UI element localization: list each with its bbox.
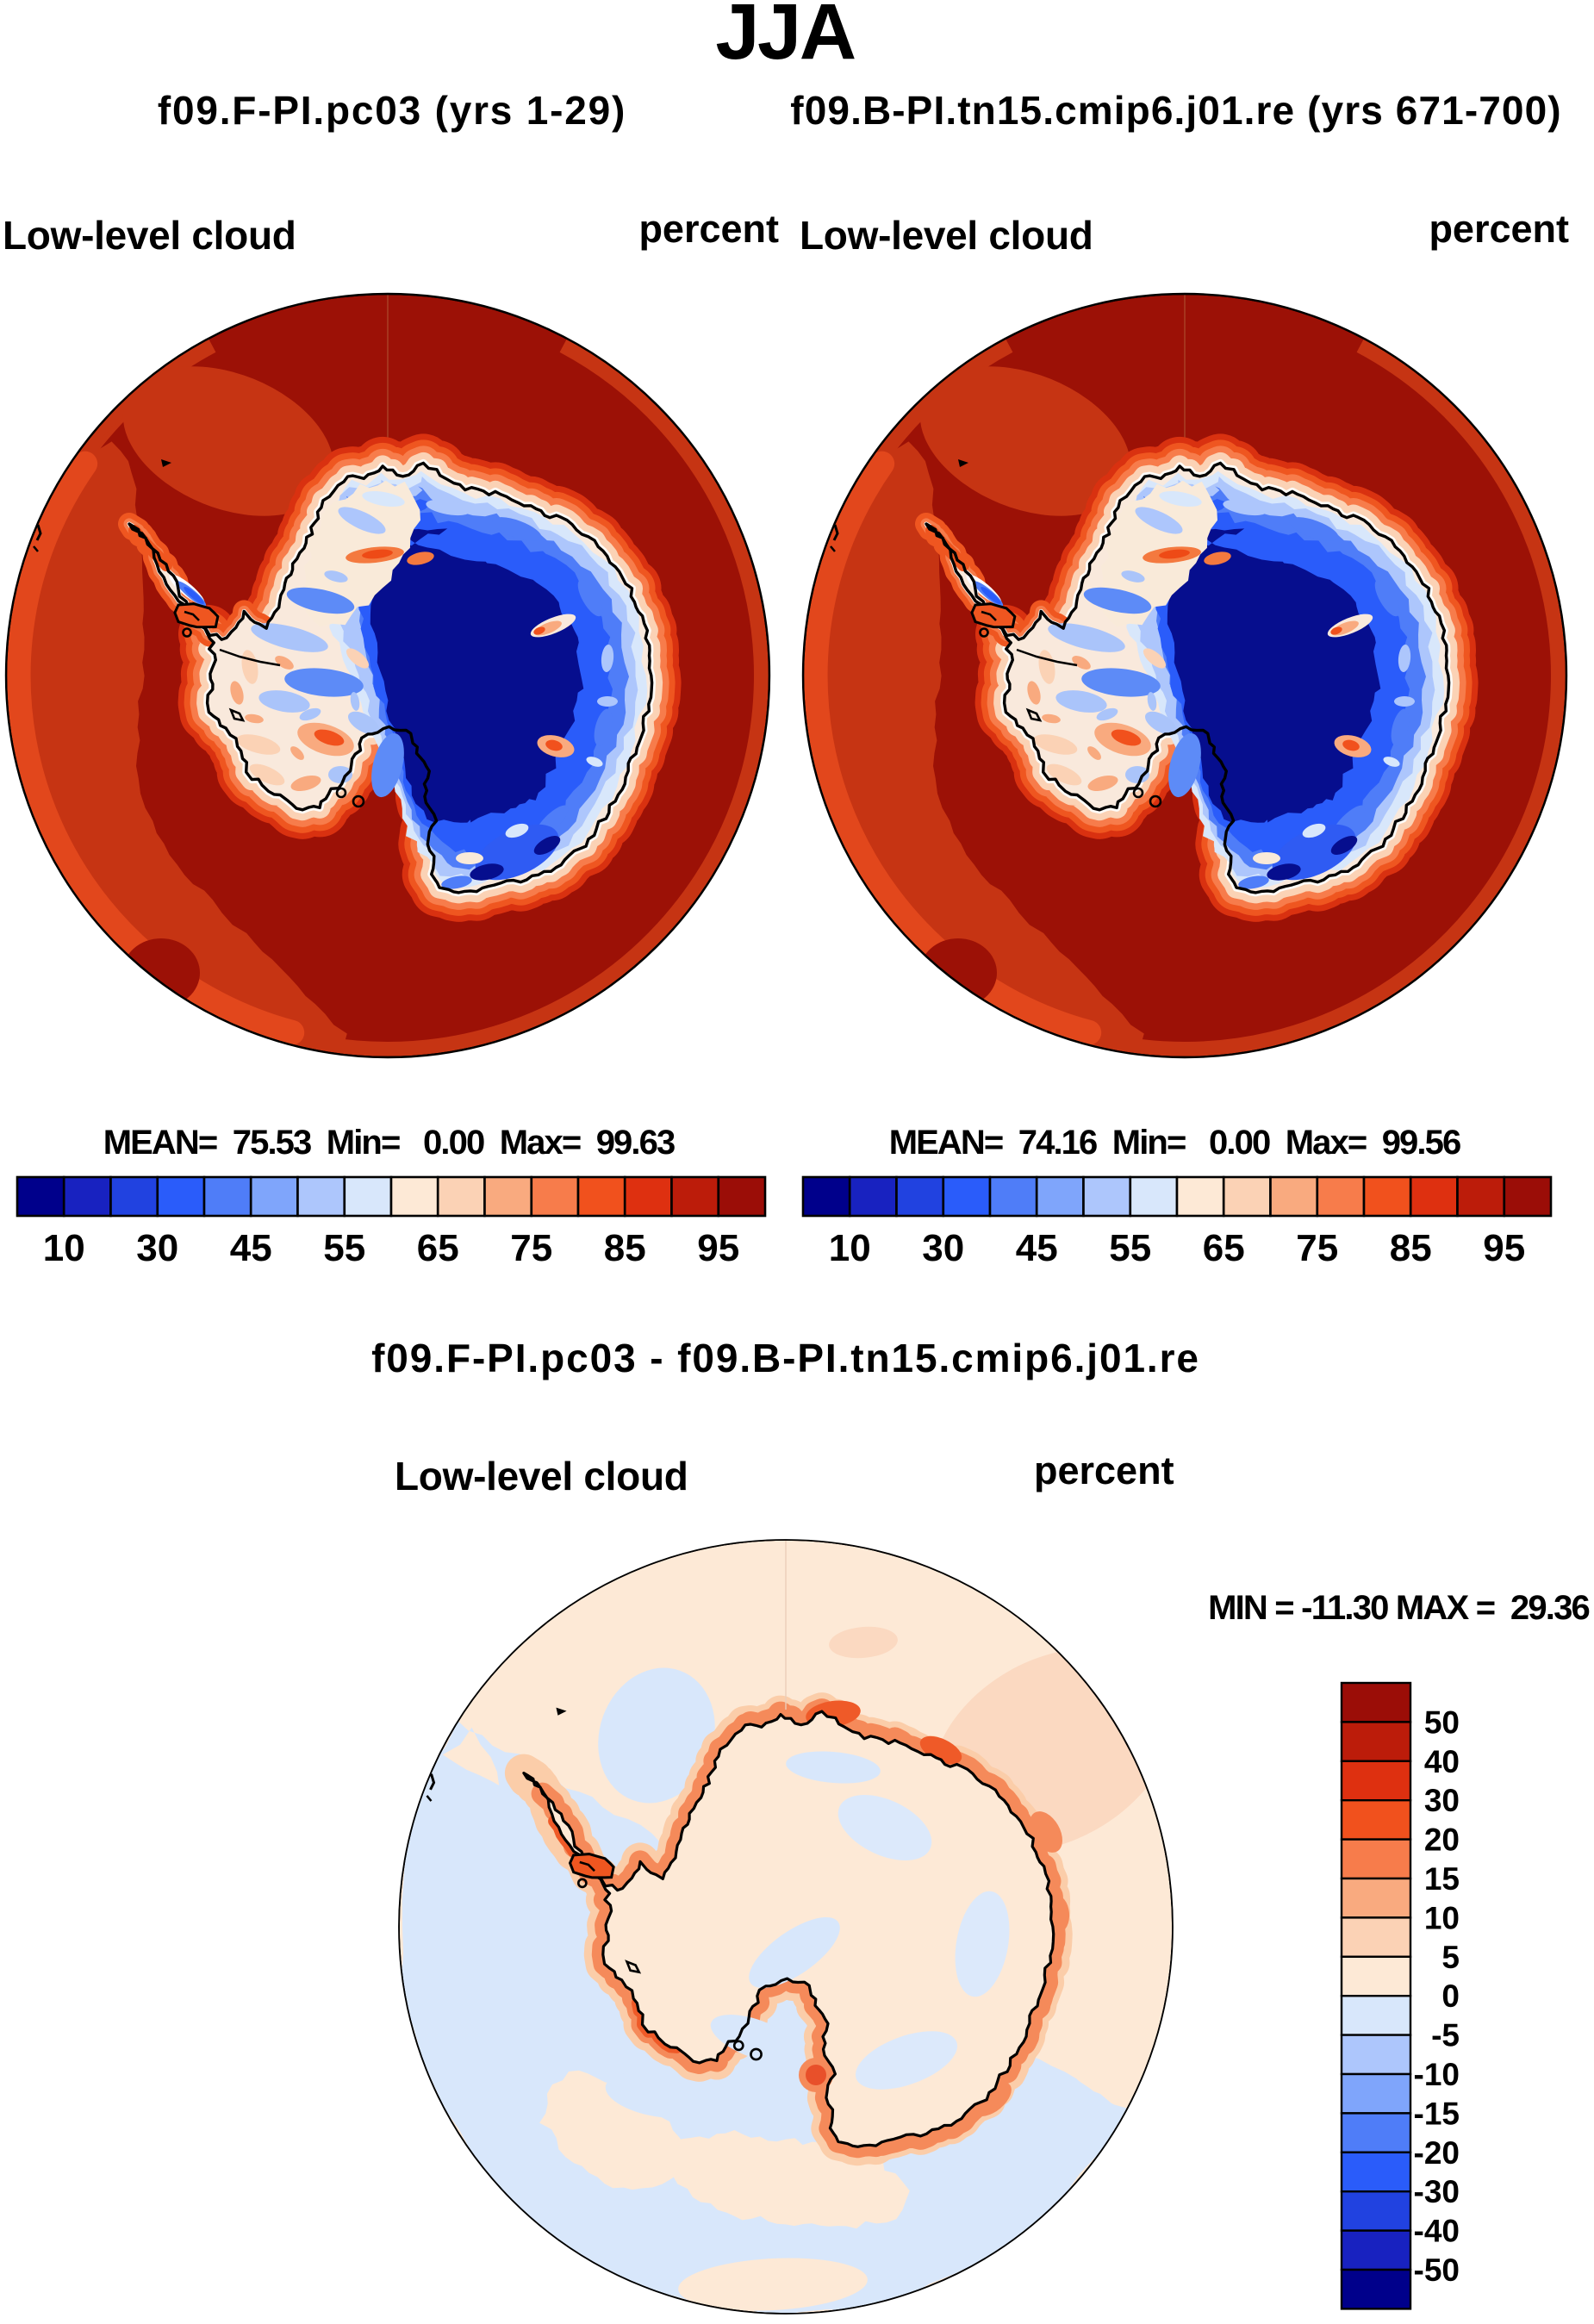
svg-text:15: 15 [1424,1861,1460,1897]
svg-text:10: 10 [829,1227,871,1269]
svg-text:percent: percent [1034,1449,1174,1492]
svg-text:95: 95 [1483,1227,1525,1269]
svg-text:5: 5 [1441,1940,1460,1975]
svg-text:-50: -50 [1414,2252,1460,2288]
svg-text:-30: -30 [1414,2174,1460,2209]
svg-text:MEAN= 74.16 Min= 0.00 Max: MEAN= 74.16 Min= 0.00 Max= 99.56 [889,1124,1460,1162]
svg-text:-10: -10 [1414,2057,1460,2092]
svg-text:f09.F-PI.pc03 - f09.B-PI.tn15.: f09.F-PI.pc03 - f09.B-PI.tn15.cmip6.j01.… [371,1336,1200,1380]
svg-text:45: 45 [1016,1227,1058,1269]
svg-text:30: 30 [922,1227,964,1269]
svg-text:JJA: JJA [715,0,855,76]
svg-text:85: 85 [1390,1227,1432,1269]
svg-text:0: 0 [1441,1978,1460,2014]
svg-text:45: 45 [230,1227,272,1269]
svg-text:percent: percent [638,207,779,251]
svg-text:percent: percent [1429,207,1569,251]
svg-text:f09.F-PI.pc03 (yrs 1-29): f09.F-PI.pc03 (yrs 1-29) [158,88,626,133]
svg-text:55: 55 [323,1227,365,1269]
svg-text:85: 85 [604,1227,646,1269]
svg-text:20: 20 [1424,1822,1460,1858]
svg-text:30: 30 [1424,1783,1460,1818]
svg-text:95: 95 [697,1227,739,1269]
svg-text:75: 75 [1296,1227,1338,1269]
svg-text:65: 65 [417,1227,459,1269]
svg-text:30: 30 [136,1227,178,1269]
svg-text:f09.B-PI.tn15.cmip6.j01.re (yr: f09.B-PI.tn15.cmip6.j01.re (yrs 671-700) [790,88,1561,133]
svg-text:Low-level cloud: Low-level cloud [800,213,1093,258]
svg-text:-5: -5 [1431,2018,1460,2053]
svg-text:10: 10 [43,1227,85,1269]
svg-text:-15: -15 [1414,2096,1460,2131]
svg-text:MIN = -11.30 MAX = 29.36: MIN = -11.30 MAX = 29.36 [1208,1589,1589,1627]
svg-text:MEAN= 75.53 Min= 0.00 Max: MEAN= 75.53 Min= 0.00 Max= 99.63 [103,1124,675,1162]
svg-text:-40: -40 [1414,2214,1460,2249]
svg-text:65: 65 [1203,1227,1245,1269]
svg-text:Low-level cloud: Low-level cloud [3,213,296,258]
svg-text:40: 40 [1424,1744,1460,1779]
svg-text:-20: -20 [1414,2135,1460,2171]
svg-text:Low-level cloud: Low-level cloud [395,1454,688,1498]
svg-text:10: 10 [1424,1900,1460,1935]
svg-text:55: 55 [1109,1227,1151,1269]
svg-text:75: 75 [510,1227,552,1269]
svg-text:50: 50 [1424,1704,1460,1740]
